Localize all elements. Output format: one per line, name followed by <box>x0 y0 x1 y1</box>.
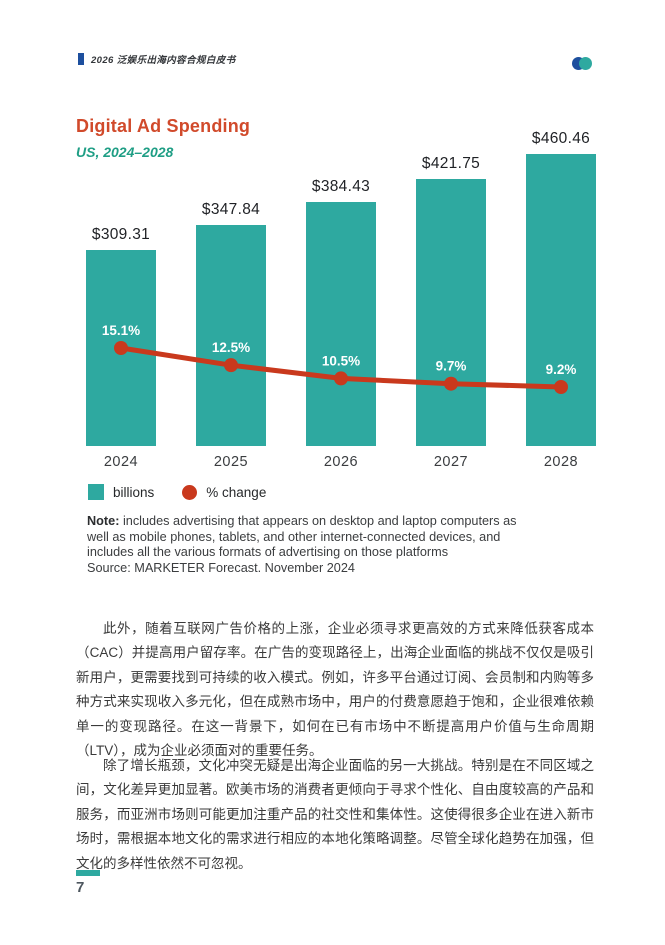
x-axis-label-2027: 2027 <box>433 454 469 470</box>
x-axis-label-2026: 2026 <box>323 454 359 470</box>
logo-circle-teal <box>579 57 592 70</box>
chart-title: Digital Ad Spending <box>76 116 251 136</box>
bar-2027 <box>416 179 486 446</box>
x-axis-label-2025: 2025 <box>213 454 249 470</box>
x-axis-label-2024: 2024 <box>103 454 139 470</box>
bar-value-label-2028: $460.46 <box>531 130 591 147</box>
bar-2025 <box>196 225 266 446</box>
bar-2026 <box>306 202 376 446</box>
chart-subtitle: US, 2024–2028 <box>76 144 174 160</box>
chart-plot: $309.31 2024 $347.84 2025 $384.43 2026 $421.75… <box>86 130 596 470</box>
chart-note: Note: includes advertising that appears … <box>87 514 599 576</box>
bar-value-label-2026: $384.43 <box>311 178 371 195</box>
note-text: includes advertising that appears on des… <box>87 514 517 575</box>
brand-logo-icon <box>572 57 593 71</box>
bar-value-label-2025: $347.84 <box>201 201 261 218</box>
bar-2024 <box>86 250 156 446</box>
legend-bar-label: billions <box>113 484 155 500</box>
x-axis-label-2028: 2028 <box>543 454 579 470</box>
chart-legend: billions % change <box>88 484 266 500</box>
legend-bar-swatch-icon <box>88 484 104 500</box>
body-paragraph-1: 此外，随着互联网广告价格的上涨，企业必须寻求更高效的方式来降低获客成本（CAC）… <box>76 620 594 759</box>
note-label: Note: <box>87 514 120 528</box>
header: 2026 泛娱乐出海内容合规白皮书 <box>78 52 236 66</box>
page-number: 7 <box>76 879 85 896</box>
footer-accent-bar <box>76 870 100 876</box>
header-accent-square <box>78 53 84 65</box>
legend-line-label: % change <box>206 484 267 500</box>
body-paragraph-2: 除了增长瓶颈，文化冲突无疑是出海企业面临的另一大挑战。特别是在不同区域之间，文化… <box>76 757 594 871</box>
bar-value-label-2024: $309.31 <box>91 226 151 243</box>
bar-value-label-2027: $421.75 <box>421 155 481 172</box>
bar-2028 <box>526 154 596 446</box>
legend-line-dot-icon <box>182 484 198 500</box>
document-title: 2026 泛娱乐出海内容合规白皮书 <box>91 55 236 66</box>
